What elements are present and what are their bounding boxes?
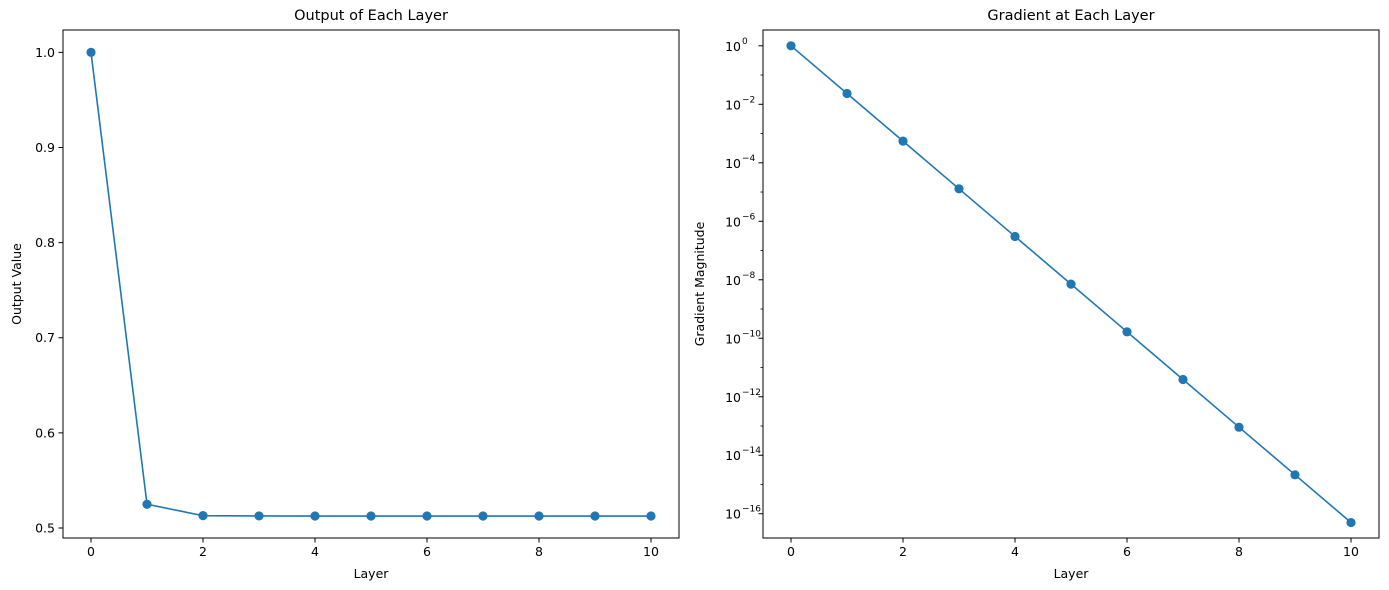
gradient-chart-x-label: Layer bbox=[1054, 566, 1090, 581]
gradient-chart-y-tick-label: 10 bbox=[725, 331, 741, 346]
gradient-chart-data-point bbox=[1346, 517, 1356, 528]
gradient-chart-y-tick-label: 10 bbox=[725, 39, 741, 54]
gradient-chart-data-point bbox=[954, 184, 964, 194]
output-chart-y-ticks: 0.5 0.6 0.7 0.8 0.9 1.0 bbox=[35, 45, 63, 536]
gradient-chart-x-tick-label: 0 bbox=[787, 544, 795, 559]
output-chart-x-tick-label: 8 bbox=[535, 544, 543, 559]
output-chart-y-label: Output Value bbox=[9, 243, 24, 325]
output-chart-x-tick-label: 10 bbox=[643, 544, 659, 559]
output-chart-data-point bbox=[254, 511, 264, 521]
gradient-chart-x-tick-label: 10 bbox=[1343, 544, 1359, 559]
gradient-chart-y-tick-exponent: −8 bbox=[742, 271, 756, 281]
gradient-chart-x-tick-label: 4 bbox=[1011, 544, 1019, 559]
output-chart-y-tick-label: 0.7 bbox=[35, 330, 55, 345]
gradient-chart-y-tick-label: 10 bbox=[725, 97, 741, 112]
gradient-chart-y-tick-exponent: −16 bbox=[742, 505, 761, 515]
output-chart-frame bbox=[62, 29, 680, 539]
gradient-chart-data-point bbox=[1290, 470, 1300, 480]
gradient-chart-y-tick-exponent: −6 bbox=[742, 212, 756, 222]
output-chart-x-tick-label: 2 bbox=[199, 544, 207, 559]
gradient-chart-data-point bbox=[898, 136, 908, 146]
gradient-chart-y-tick-label: 10 bbox=[725, 507, 741, 522]
gradient-chart-series bbox=[786, 41, 1356, 528]
output-chart-x-tick-label: 6 bbox=[423, 544, 431, 559]
output-chart: Output of Each Layer 0 2 4 6 8 10 0.50.60.70.… bbox=[9, 8, 680, 581]
gradient-chart-y-tick-exponent: −12 bbox=[742, 388, 761, 398]
gradient-chart-data-point bbox=[786, 41, 796, 51]
output-chart-y-tick-label: 0.8 bbox=[35, 235, 55, 250]
gradient-chart-x-tick-label: 2 bbox=[899, 544, 907, 559]
output-chart-data-point bbox=[590, 511, 600, 521]
output-chart-data-point bbox=[478, 511, 488, 521]
output-chart-data-point bbox=[198, 511, 208, 521]
gradient-chart-title: Gradient at Each Layer bbox=[987, 8, 1154, 24]
output-chart-y-tick-label: 0.9 bbox=[35, 140, 55, 155]
output-chart-data-point bbox=[422, 511, 432, 521]
gradient-chart-y-tick-label: 10 bbox=[725, 390, 741, 405]
output-chart-series bbox=[86, 47, 656, 521]
gradient-chart-data-point bbox=[1010, 231, 1020, 242]
gradient-chart-frame bbox=[762, 29, 1380, 539]
gradient-chart-y-tick-exponent: −2 bbox=[742, 95, 755, 105]
gradient-chart-y-tick-exponent: −14 bbox=[742, 446, 761, 456]
output-chart-title: Output of Each Layer bbox=[294, 8, 448, 24]
gradient-chart-data-point bbox=[1066, 279, 1076, 289]
output-chart-x-tick-label: 0 bbox=[87, 544, 95, 559]
output-chart-x-label: Layer bbox=[354, 566, 390, 581]
output-chart-x-ticks: 0 2 4 6 8 10 bbox=[87, 538, 659, 559]
gradient-chart-x-ticks: 0 2 4 6 8 10 bbox=[787, 538, 1359, 559]
output-chart-y-tick-label: 0.6 bbox=[35, 425, 55, 440]
output-chart-data-point bbox=[366, 511, 376, 521]
output-chart-data-point bbox=[142, 499, 152, 509]
output-chart-data-point bbox=[86, 47, 96, 57]
output-chart-series-line bbox=[90, 52, 651, 517]
output-chart-x-tick-label: 4 bbox=[311, 544, 319, 559]
gradient-chart-x-tick-label: 8 bbox=[1235, 544, 1243, 559]
gradient-chart-y-tick-label: 10 bbox=[725, 156, 741, 171]
gradient-chart-y-tick-exponent: −10 bbox=[742, 329, 761, 339]
gradient-chart-data-point bbox=[1234, 422, 1244, 432]
output-chart-data-point bbox=[534, 511, 544, 521]
gradient-chart-y-tick-exponent: −4 bbox=[742, 154, 756, 164]
gradient-chart-y-label: Gradient Magnitude bbox=[692, 221, 707, 346]
output-chart-data-point bbox=[310, 511, 320, 521]
gradient-chart-data-point bbox=[1122, 327, 1132, 337]
gradient-chart-data-point bbox=[1178, 374, 1188, 385]
gradient-chart-data-point bbox=[842, 88, 852, 99]
gradient-chart-y-tick-label: 10 bbox=[725, 273, 741, 288]
output-chart-y-tick-label: 1.0 bbox=[35, 45, 55, 60]
output-chart-data-point bbox=[646, 511, 656, 521]
gradient-chart-x-tick-label: 6 bbox=[1123, 544, 1131, 559]
gradient-chart-y-tick-label: 10 bbox=[725, 214, 741, 229]
output-chart-y-tick-label: 0.5 bbox=[35, 521, 55, 536]
gradient-chart-y-tick-exponent: 0 bbox=[742, 37, 748, 47]
gradient-chart-y-tick-label: 10 bbox=[725, 448, 741, 463]
